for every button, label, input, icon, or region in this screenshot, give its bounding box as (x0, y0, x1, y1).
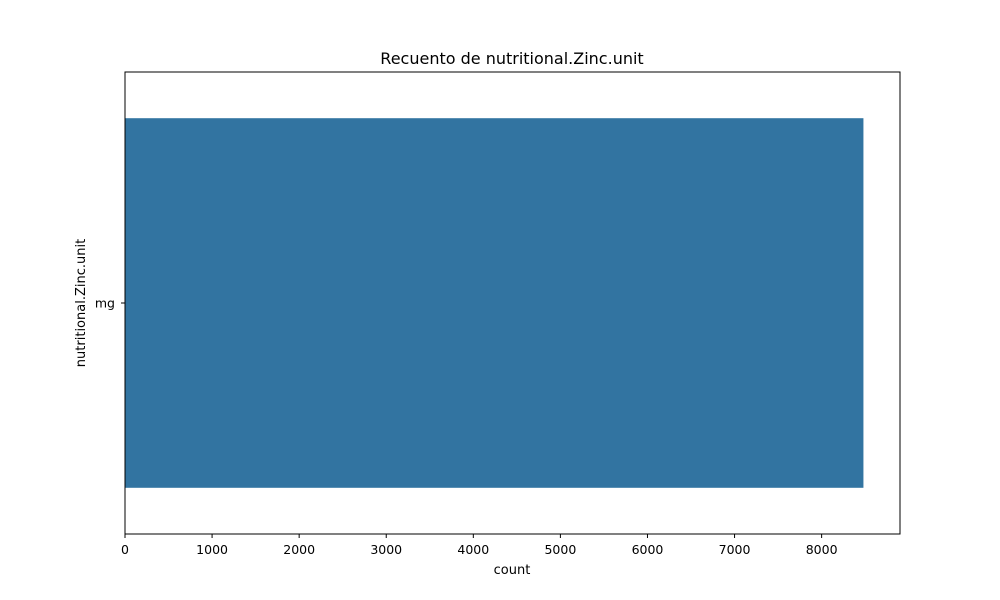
x-tick-label: 0 (121, 542, 129, 557)
chart-title: Recuento de nutritional.Zinc.unit (380, 49, 643, 68)
y-axis-ticks: mg (95, 296, 125, 311)
x-tick-label: 3000 (370, 542, 402, 557)
x-tick-label: 7000 (719, 542, 751, 557)
plot-area (124, 71, 901, 535)
y-axis-label: nutritional.Zinc.unit (74, 239, 89, 367)
x-tick-label: 5000 (544, 542, 576, 557)
x-tick-label: 8000 (806, 542, 838, 557)
x-tick-label: 6000 (632, 542, 664, 557)
bar-mg (125, 118, 864, 488)
x-tick-label: 1000 (196, 542, 228, 557)
x-axis-ticks: 0 1000 2000 3000 4000 5000 6000 7000 8000 (121, 534, 838, 557)
bars-group (125, 118, 864, 488)
x-tick-label: 4000 (457, 542, 489, 557)
x-tick-label: 2000 (283, 542, 315, 557)
x-axis-label: count (494, 563, 531, 578)
y-tick-label: mg (95, 296, 115, 311)
